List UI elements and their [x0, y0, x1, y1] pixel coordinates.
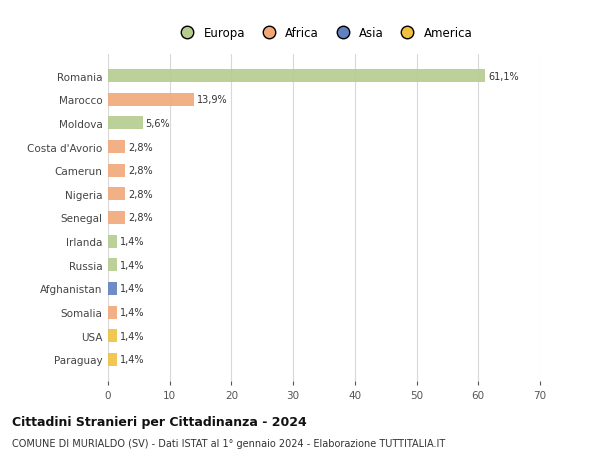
- Text: 2,8%: 2,8%: [128, 190, 153, 199]
- Bar: [108, 70, 485, 83]
- Bar: [108, 282, 116, 295]
- Bar: [108, 306, 116, 319]
- Text: 1,4%: 1,4%: [120, 284, 144, 294]
- Bar: [108, 94, 194, 106]
- Text: 1,4%: 1,4%: [120, 260, 144, 270]
- Text: 1,4%: 1,4%: [120, 331, 144, 341]
- Bar: [108, 259, 116, 272]
- Bar: [108, 188, 125, 201]
- Text: 2,8%: 2,8%: [128, 213, 153, 223]
- Text: 2,8%: 2,8%: [128, 166, 153, 176]
- Bar: [108, 235, 116, 248]
- Text: 1,4%: 1,4%: [120, 355, 144, 364]
- Text: 2,8%: 2,8%: [128, 142, 153, 152]
- Text: COMUNE DI MURIALDO (SV) - Dati ISTAT al 1° gennaio 2024 - Elaborazione TUTTITALI: COMUNE DI MURIALDO (SV) - Dati ISTAT al …: [12, 438, 445, 448]
- Text: Cittadini Stranieri per Cittadinanza - 2024: Cittadini Stranieri per Cittadinanza - 2…: [12, 415, 307, 428]
- Text: 61,1%: 61,1%: [488, 72, 519, 81]
- Bar: [108, 164, 125, 177]
- Bar: [108, 212, 125, 224]
- Text: 1,4%: 1,4%: [120, 308, 144, 318]
- Bar: [108, 141, 125, 154]
- Text: 13,9%: 13,9%: [197, 95, 227, 105]
- Bar: [108, 117, 143, 130]
- Bar: [108, 330, 116, 342]
- Text: 5,6%: 5,6%: [146, 118, 170, 129]
- Bar: [108, 353, 116, 366]
- Legend: Europa, Africa, Asia, America: Europa, Africa, Asia, America: [170, 22, 478, 44]
- Text: 1,4%: 1,4%: [120, 237, 144, 246]
